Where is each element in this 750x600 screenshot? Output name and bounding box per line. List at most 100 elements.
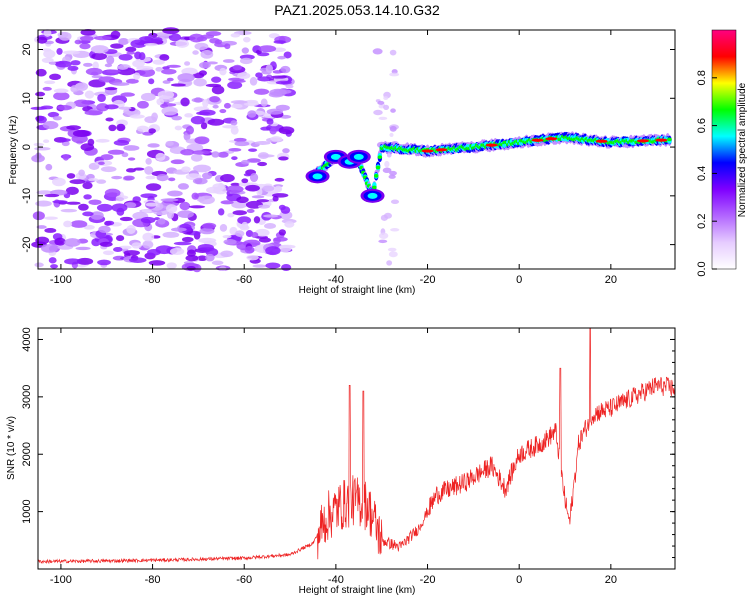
heatmap-cell bbox=[217, 151, 229, 158]
heatmap-cell bbox=[128, 257, 147, 263]
snr-background bbox=[38, 328, 675, 569]
heatmap-cell bbox=[96, 103, 109, 112]
heatmap-cell bbox=[35, 68, 47, 77]
heatmap-cell bbox=[84, 90, 95, 99]
heatmap-cell bbox=[66, 125, 82, 130]
heatmap-cell bbox=[209, 96, 221, 103]
heatmap-ridge-cell bbox=[374, 173, 379, 178]
heatmap-cell bbox=[104, 104, 119, 110]
heatmap-cell bbox=[106, 55, 115, 65]
heatmap-cell bbox=[127, 157, 136, 161]
heatmap-blob bbox=[312, 173, 323, 180]
x-tick-label: -40 bbox=[328, 274, 344, 286]
heatmap-cell bbox=[222, 234, 232, 239]
heatmap-cell bbox=[70, 60, 81, 66]
heatmap-cell bbox=[200, 34, 215, 39]
heatmap-ridge-cell bbox=[372, 185, 377, 190]
heatmap-cell bbox=[30, 106, 47, 111]
heatmap-cell bbox=[177, 73, 195, 83]
colorbar-tick-label: 0.6 bbox=[696, 118, 708, 133]
heatmap-cell bbox=[256, 199, 270, 203]
heatmap-cell bbox=[185, 125, 194, 135]
heatmap-cell bbox=[162, 231, 180, 238]
heatmap-cell bbox=[378, 239, 388, 244]
heatmap-cell bbox=[126, 51, 136, 55]
heatmap-cell bbox=[132, 59, 145, 68]
heatmap-cell bbox=[232, 64, 242, 71]
heatmap-cell bbox=[190, 153, 203, 162]
heatmap-cell bbox=[184, 113, 193, 118]
heatmap-cell bbox=[191, 192, 199, 200]
heatmap-cell bbox=[230, 100, 248, 104]
x-tick-label: -80 bbox=[145, 574, 161, 586]
heatmap-cell bbox=[377, 100, 385, 105]
heatmap-cell bbox=[47, 111, 60, 118]
heatmap-cell bbox=[105, 220, 115, 226]
heatmap-cell bbox=[34, 262, 44, 268]
heatmap-cell bbox=[43, 216, 58, 220]
snr-y-axis-title: SNR (10 * v/v) bbox=[6, 416, 17, 480]
heatmap-cell bbox=[378, 116, 388, 121]
heatmap-ridge-cell bbox=[667, 137, 672, 142]
heatmap-cell bbox=[193, 78, 207, 87]
heatmap-ridge-cell bbox=[377, 155, 383, 159]
heatmap-cell bbox=[186, 266, 196, 271]
heatmap-cell bbox=[222, 59, 235, 63]
heatmap-cell bbox=[58, 31, 72, 41]
figure-title: PAZ1.2025.053.14.10.G32 bbox=[274, 2, 440, 18]
heatmap-cell bbox=[277, 55, 287, 60]
heatmap-cell bbox=[270, 136, 283, 142]
heatmap-cell bbox=[200, 49, 214, 59]
heatmap-cell bbox=[44, 80, 56, 85]
heatmap-peak bbox=[421, 149, 434, 153]
heatmap-cell bbox=[169, 247, 185, 256]
heatmap-cell bbox=[383, 104, 390, 110]
y-tick-label: -20 bbox=[21, 237, 33, 253]
heatmap-cell bbox=[230, 33, 241, 38]
y-tick-label: 1000 bbox=[21, 499, 33, 523]
heatmap-cell bbox=[62, 154, 70, 161]
heatmap-cell bbox=[173, 241, 192, 246]
heatmap-cell bbox=[237, 216, 252, 225]
heatmap-blob bbox=[367, 192, 378, 199]
heatmap-cell bbox=[43, 139, 50, 144]
heatmap-cell bbox=[235, 230, 245, 237]
heatmap-cell bbox=[245, 184, 260, 192]
heatmap-cell bbox=[192, 150, 211, 155]
x-tick-label: -20 bbox=[420, 274, 436, 286]
heatmap-cell bbox=[230, 103, 243, 109]
heatmap-cell bbox=[148, 128, 156, 134]
heatmap-cell bbox=[123, 250, 141, 256]
heatmap-cell bbox=[104, 63, 113, 68]
heatmap-cell bbox=[197, 255, 208, 262]
colorbar-tick-label: 0.2 bbox=[696, 214, 708, 229]
heatmap-cell bbox=[100, 154, 114, 161]
heatmap-cell bbox=[233, 137, 247, 142]
heatmap-cell bbox=[262, 185, 275, 192]
heatmap-cell bbox=[35, 236, 50, 245]
heatmap-cell bbox=[148, 260, 166, 266]
heatmap-cell bbox=[192, 177, 208, 185]
heatmap-cell bbox=[134, 51, 142, 60]
heatmap-cell bbox=[265, 64, 273, 73]
heatmap-cell bbox=[104, 87, 118, 91]
heatmap-cell bbox=[166, 64, 181, 68]
heatmap-cell bbox=[211, 151, 220, 158]
heatmap-cell bbox=[147, 143, 160, 148]
heatmap-cell bbox=[283, 51, 292, 59]
heatmap-cell bbox=[269, 127, 277, 135]
heatmap-cell bbox=[168, 33, 182, 42]
heatmap-cell bbox=[223, 239, 237, 245]
x-tick-label: -60 bbox=[236, 274, 252, 286]
heatmap-cell bbox=[244, 246, 255, 254]
heatmap-cell bbox=[189, 33, 204, 43]
heatmap-cell bbox=[273, 237, 282, 244]
heatmap-cell bbox=[170, 159, 185, 165]
heatmap-cell bbox=[49, 73, 61, 81]
heatmap-cell bbox=[190, 115, 205, 125]
heatmap-cell bbox=[249, 76, 258, 86]
y-tick-label: 0 bbox=[21, 144, 33, 150]
heatmap-cell bbox=[85, 67, 103, 76]
heatmap-cell bbox=[124, 202, 137, 208]
snr-y-ticks: 1000 2000 3000 4000 bbox=[21, 327, 675, 559]
